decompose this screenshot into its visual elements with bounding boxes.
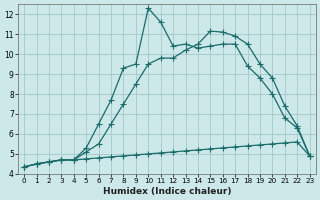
X-axis label: Humidex (Indice chaleur): Humidex (Indice chaleur) bbox=[103, 187, 231, 196]
